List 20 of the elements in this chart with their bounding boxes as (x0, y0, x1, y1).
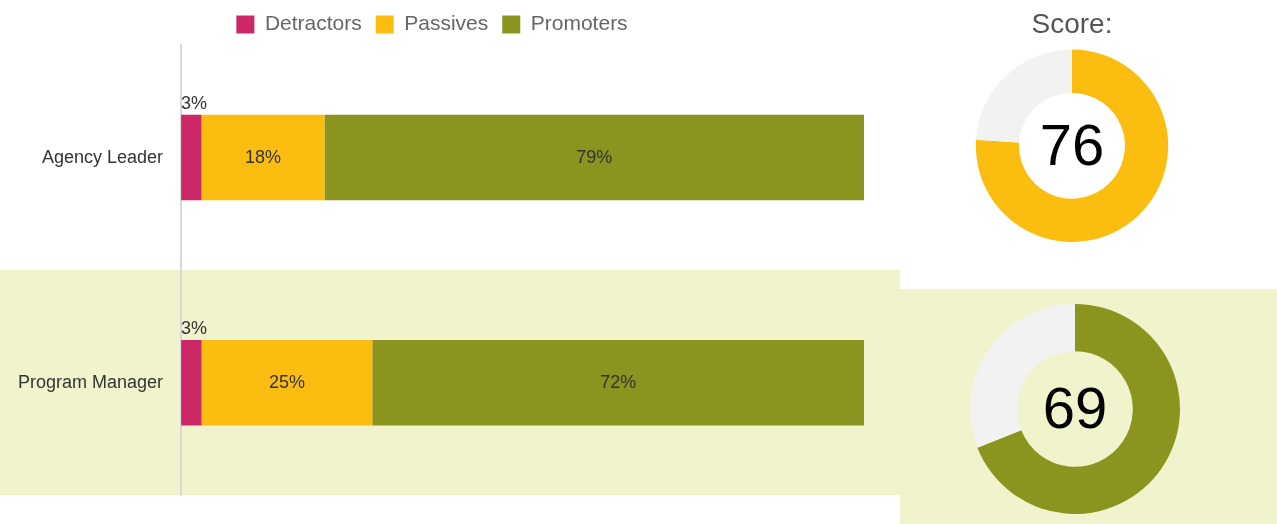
legend-label: Promoters (530, 11, 628, 35)
bar (201, 114, 325, 201)
chart-title: Score: (1031, 7, 1113, 39)
legend-label: Passives (404, 11, 489, 35)
data-label: 72% (600, 371, 637, 392)
data-label: 79% (576, 146, 613, 167)
bar (324, 114, 864, 201)
data-label: 76 (1039, 111, 1105, 177)
data-label: 3% (181, 317, 208, 338)
data-label: 18% (245, 146, 282, 167)
y-tick-label: Agency Leader (41, 146, 164, 167)
legend-label: Detractors (264, 11, 362, 35)
y-tick-label: Program Manager (17, 371, 164, 392)
data-label: 69 (1042, 375, 1108, 440)
data-label: 25% (268, 371, 305, 392)
bar (181, 114, 202, 201)
data-label: 3% (181, 92, 208, 113)
bar (372, 339, 864, 426)
bar (181, 339, 202, 426)
bar (201, 339, 373, 426)
